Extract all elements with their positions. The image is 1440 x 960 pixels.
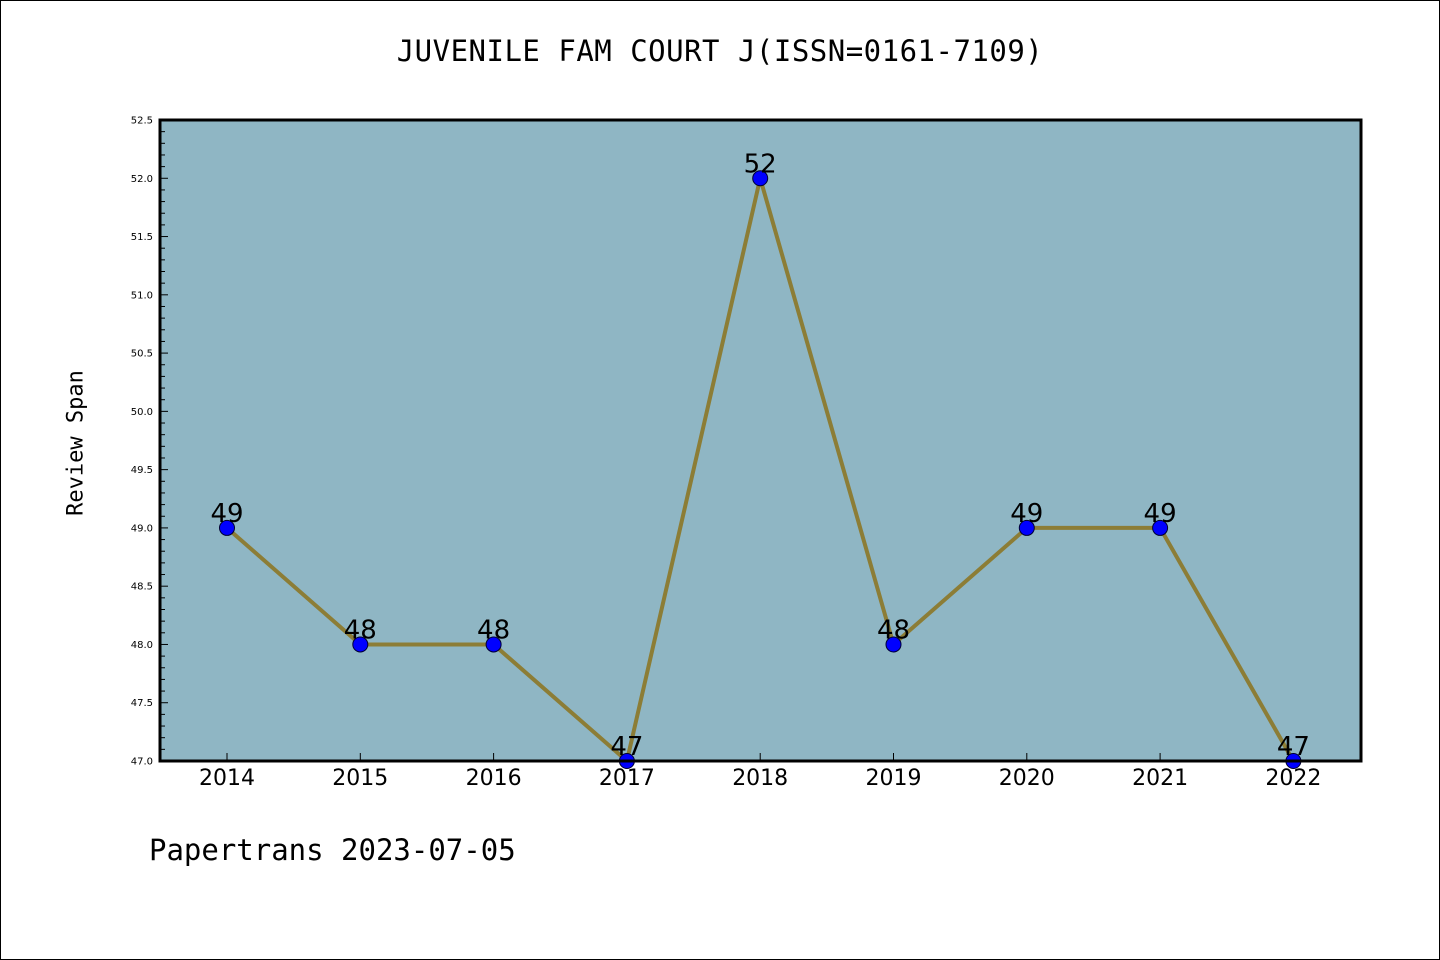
x-tick-label: 2018 — [732, 766, 788, 791]
data-label: 52 — [744, 149, 777, 179]
series-group: 49 48 48 47 52 48 49 49 47 — [210, 149, 1310, 769]
y-tick-label: 52.5 — [131, 116, 153, 127]
data-label: 49 — [1144, 499, 1177, 529]
data-point — [752, 170, 769, 187]
y-tick-label: 50.0 — [131, 407, 153, 418]
plot-border — [158, 118, 1363, 763]
x-tick-label: 2017 — [599, 766, 655, 791]
x-tick-label: 2016 — [466, 766, 522, 791]
x-tick-label: 2022 — [1265, 766, 1321, 791]
data-point — [219, 519, 235, 536]
y-tick-label: 50.5 — [131, 349, 153, 360]
y-tick-label: 47.0 — [131, 757, 153, 768]
y-tick-label: 51.0 — [131, 290, 153, 301]
y-tick-label: 49.0 — [131, 523, 153, 534]
data-label: 49 — [1010, 499, 1043, 529]
data-label: 48 — [477, 615, 510, 645]
data-label: 47 — [610, 732, 643, 762]
x-tick-label: 2020 — [999, 766, 1055, 791]
y-tick-label: 52.0 — [131, 174, 153, 185]
y-tick-label: 48.5 — [131, 582, 153, 593]
chart-title: JUVENILE FAM COURT J(ISSN=0161-7109) — [396, 34, 1044, 68]
data-label: 48 — [877, 615, 910, 645]
x-axis-ticks: 2014 2015 2016 2017 2018 2019 2020 2021 2022 — [199, 753, 1321, 791]
data-point — [1018, 519, 1035, 536]
data-label: 47 — [1277, 732, 1310, 762]
x-tick-label: 2021 — [1132, 766, 1188, 791]
x-tick-label: 2019 — [866, 766, 922, 791]
x-tick-label: 2015 — [332, 766, 388, 791]
y-tick-label: 47.5 — [131, 698, 153, 709]
x-tick-label: 2014 — [199, 766, 255, 791]
plot-area — [160, 120, 1361, 761]
data-point — [485, 636, 502, 653]
data-point — [885, 636, 902, 653]
data-point — [1152, 519, 1169, 536]
y-tick-label: 48.0 — [131, 640, 153, 651]
footer-note: Papertrans 2023-07-05 — [149, 833, 516, 867]
data-label: 48 — [344, 615, 377, 645]
y-tick-label: 49.5 — [131, 465, 153, 476]
data-point — [352, 636, 369, 653]
data-label: 49 — [210, 499, 243, 529]
y-tick-label: 51.5 — [131, 232, 153, 243]
